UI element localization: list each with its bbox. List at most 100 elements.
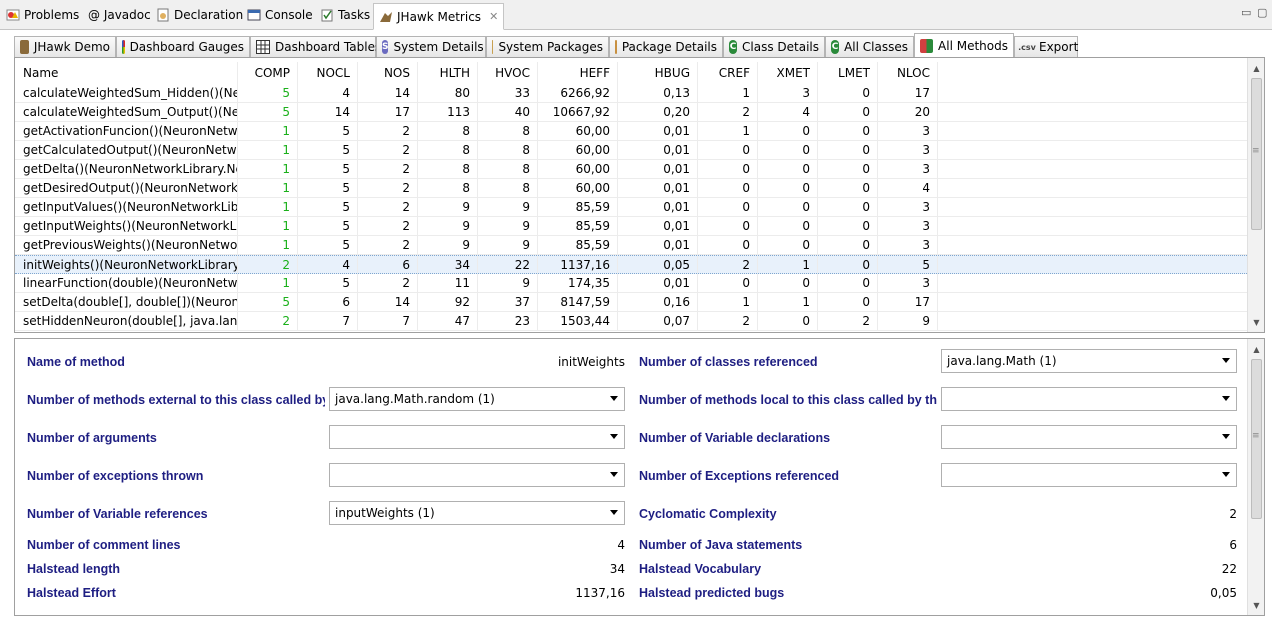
table-row[interactable]: getInputWeights()(NeuronNetworkLib... 1 5 2… <box>15 217 1247 236</box>
exceptions-thrown-label: Number of exceptions thrown <box>27 469 204 483</box>
chevron-down-icon <box>610 396 618 401</box>
table-row[interactable]: getCalculatedOutput()(NeuronNetwo... 1 5 2 8… <box>15 141 1247 160</box>
details-scrollbar[interactable]: ▲ ≡ ▼ <box>1247 339 1264 615</box>
tab-all-classes[interactable]: C All Classes <box>825 36 914 57</box>
tab-dashboard-gauges[interactable]: Dashboard Gauges <box>116 36 250 57</box>
column-header[interactable]: NOCL <box>298 62 358 84</box>
arguments-dropdown[interactable] <box>329 425 625 449</box>
export-icon: .csv <box>1018 42 1036 52</box>
metric-cell: 1 <box>758 256 818 273</box>
chevron-down-icon <box>1222 396 1230 401</box>
tab-dashboard-tables[interactable]: Dashboard Tables <box>250 36 381 57</box>
tab-javadoc[interactable]: @ Javadoc <box>88 4 151 26</box>
minimize-icon[interactable]: ▭ <box>1241 6 1252 19</box>
metric-cell: 5 <box>298 179 358 197</box>
metric-cell: 9 <box>418 217 478 235</box>
metric-cell: 5 <box>878 256 938 273</box>
dropdown-value: java.lang.Math (1) <box>947 354 1057 368</box>
table-row[interactable]: calculateWeightedSum_Output()(Neu... 5 14 1… <box>15 103 1247 122</box>
column-header[interactable]: HLTH <box>418 62 478 84</box>
tab-tasks[interactable]: Tasks <box>320 4 370 26</box>
scroll-thumb[interactable] <box>1251 78 1262 230</box>
table-scrollbar[interactable]: ▲ ≡ ▼ <box>1247 58 1264 332</box>
tab-system-packages[interactable]: System Packages <box>486 36 609 57</box>
local-methods-dropdown[interactable] <box>941 387 1237 411</box>
scroll-down-icon[interactable]: ▼ <box>1253 600 1260 610</box>
table-row[interactable]: getPreviousWeights()(NeuronNetwor... 1 5 2 9… <box>15 236 1247 255</box>
gauge-icon <box>122 40 125 54</box>
external-methods-dropdown[interactable]: java.lang.Math.random (1) <box>329 387 625 411</box>
metric-cell: 8 <box>418 122 478 140</box>
tab-all-methods[interactable]: All Methods <box>914 33 1014 57</box>
table-row[interactable]: setDelta(double[], double[])(NeuronN... 5… <box>15 293 1247 312</box>
metric-cell: 0,01 <box>618 141 698 159</box>
scroll-down-icon[interactable]: ▼ <box>1253 317 1260 327</box>
tab-console[interactable]: Console <box>247 4 313 26</box>
tab-package-details[interactable]: Package Details <box>609 36 723 57</box>
exceptions-referenced-dropdown[interactable] <box>941 463 1237 487</box>
metric-cell: 6 <box>298 293 358 311</box>
method-name-cell: calculateWeightedSum_Hidden()(Neu... <box>15 84 238 102</box>
exceptions-thrown-dropdown[interactable] <box>329 463 625 487</box>
metric-cell: 2 <box>358 198 418 216</box>
metric-cell: 8 <box>418 141 478 159</box>
column-header[interactable]: XMET <box>758 62 818 84</box>
tab-declaration[interactable]: Declaration <box>156 4 243 26</box>
metric-cell: 174,35 <box>538 274 618 292</box>
metric-cell: 0,20 <box>618 103 698 121</box>
column-header[interactable]: CREF <box>698 62 758 84</box>
halstead-bugs-label: Halstead predicted bugs <box>639 586 785 600</box>
classes-referenced-dropdown[interactable]: java.lang.Math (1) <box>941 349 1237 373</box>
metric-cell: 5 <box>298 160 358 178</box>
tab-label: All Classes <box>844 40 908 54</box>
table-row[interactable]: calculateWeightedSum_Hidden()(Neu... 5 4 14… <box>15 84 1247 103</box>
table-row[interactable]: getActivationFuncion()(NeuronNetwo... 1 5 2… <box>15 122 1247 141</box>
metric-cell: 60,00 <box>538 141 618 159</box>
scroll-up-icon[interactable]: ▲ <box>1253 63 1260 73</box>
name-of-method-label: Name of method <box>27 355 125 369</box>
maximize-icon[interactable]: ▢ <box>1257 6 1268 19</box>
dropdown-value: inputWeights (1) <box>335 506 435 520</box>
column-header[interactable]: NOS <box>358 62 418 84</box>
table-row[interactable]: setHiddenNeuron(double[], java.lang.... 2… <box>15 312 1247 331</box>
cyclomatic-complexity-label: Cyclomatic Complexity <box>639 507 777 521</box>
close-icon[interactable]: ✕ <box>489 10 499 23</box>
column-header[interactable]: Name <box>15 62 238 84</box>
halstead-length-label: Halstead length <box>27 562 121 576</box>
column-header[interactable]: HEFF <box>538 62 618 84</box>
column-header[interactable]: COMP <box>238 62 298 84</box>
table-row[interactable]: getDelta()(NeuronNetworkLibrary.Ne... 1 5 2… <box>15 160 1247 179</box>
column-header[interactable]: LMET <box>818 62 878 84</box>
column-header[interactable]: NLOC <box>878 62 938 84</box>
table-row[interactable]: getDesiredOutput()(NeuronNetworkLi... 1 5 2… <box>15 179 1247 198</box>
table-row[interactable]: getInputValues()(NeuronNetworkLibr... 1 5 2… <box>15 198 1247 217</box>
metric-cell: 0,01 <box>618 179 698 197</box>
metric-cell: 0 <box>818 274 878 292</box>
column-header[interactable]: HVOC <box>478 62 538 84</box>
metric-cell: 37 <box>478 293 538 311</box>
tab-system-details[interactable]: S System Details <box>376 36 486 57</box>
metric-cell: 1 <box>238 198 298 216</box>
metric-cell: 6 <box>358 256 418 273</box>
metric-cell: 1 <box>238 179 298 197</box>
table-row[interactable]: initWeights()(NeuronNetworkLibrary.... 2 4… <box>15 255 1247 274</box>
column-header[interactable]: HBUG <box>618 62 698 84</box>
metric-cell: 0 <box>818 103 878 121</box>
table-row[interactable]: linearFunction(double)(NeuronNetwo... 1 5 2… <box>15 274 1247 293</box>
metric-cell: 5 <box>238 103 298 121</box>
variable-references-dropdown[interactable]: inputWeights (1) <box>329 501 625 525</box>
metric-cell: 60,00 <box>538 160 618 178</box>
variable-declarations-dropdown[interactable] <box>941 425 1237 449</box>
tab-class-details[interactable]: C Class Details <box>723 36 825 57</box>
metric-cell: 0 <box>818 236 878 254</box>
tab-jhawk-demo[interactable]: JHawk Demo <box>14 36 116 57</box>
metric-cell: 6266,92 <box>538 84 618 102</box>
tab-jhawk-metrics[interactable]: JHawk Metrics ✕ <box>373 3 505 30</box>
method-name-cell: getInputValues()(NeuronNetworkLibr... <box>15 198 238 216</box>
metric-cell: 1 <box>238 141 298 159</box>
scroll-thumb[interactable] <box>1251 359 1262 519</box>
scroll-up-icon[interactable]: ▲ <box>1253 344 1260 354</box>
chevron-down-icon <box>610 510 618 515</box>
tab-problems[interactable]: Problems <box>6 4 79 26</box>
tab-export[interactable]: .csv Export <box>1014 36 1078 57</box>
